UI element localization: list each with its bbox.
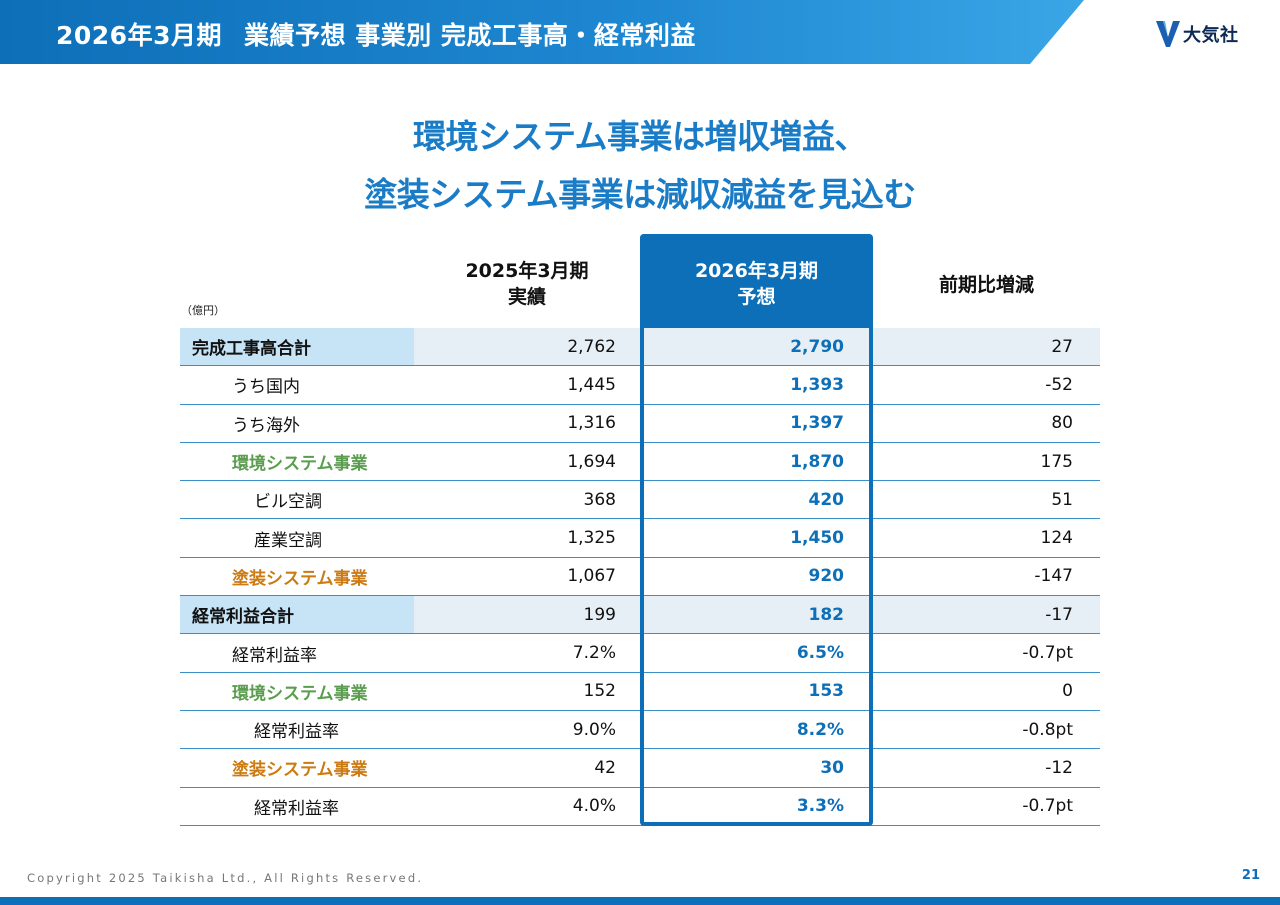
cell-forecast: 920	[808, 566, 845, 587]
row-label: うち国内	[232, 377, 300, 398]
cell-previous: 7.2%	[572, 643, 616, 664]
cell-difference: 80	[1051, 413, 1073, 434]
cell-difference: 51	[1051, 489, 1073, 510]
row-label: 塗装システム事業	[232, 568, 368, 589]
column-header-previous: 2025年3月期 実績	[414, 258, 640, 310]
row-label: 環境システム事業	[232, 454, 368, 475]
page-title: 2026年3月期 業績予想 事業別 完成工事高・経常利益	[56, 16, 696, 52]
table-row: 経常利益率 9.0% 8.2% -0.8pt	[180, 711, 1100, 750]
company-logo-text: 大気社	[1183, 25, 1239, 46]
header-band: 2026年3月期 業績予想 事業別 完成工事高・経常利益	[0, 0, 1090, 64]
cell-previous: 1,316	[567, 413, 616, 434]
table-row: うち海外 1,316 1,397 80	[180, 405, 1100, 443]
table-row: 環境システム事業 152 153 0	[180, 673, 1100, 711]
cell-forecast: 6.5%	[796, 643, 844, 664]
table-row: 塗装システム事業 1,067 920 -147	[180, 558, 1100, 597]
cell-difference: -0.7pt	[1022, 796, 1073, 817]
cell-previous: 1,445	[567, 374, 616, 395]
column-header-previous-line2: 実績	[507, 286, 546, 308]
cell-difference: -0.8pt	[1022, 719, 1073, 740]
column-header-forecast-line1: 2026年3月期	[694, 260, 819, 282]
cell-difference: -0.7pt	[1022, 643, 1073, 664]
row-label: 経常利益合計	[180, 596, 414, 634]
page-title-main: 業績予想 事業別 完成工事高・経常利益	[243, 21, 696, 50]
cell-previous: 1,067	[567, 566, 616, 587]
table-row: 経常利益率 4.0% 3.3% -0.7pt	[180, 788, 1100, 826]
headline-line-1: 環境システム事業は増収増益、	[412, 117, 868, 156]
cell-previous: 2,762	[567, 336, 616, 357]
page-number: 21	[1241, 868, 1260, 883]
cell-forecast: 1,393	[790, 374, 844, 395]
cell-previous: 1,694	[567, 451, 616, 472]
row-label: 経常利益率	[254, 722, 339, 743]
headline: 環境システム事業は増収増益、 塗装システム事業は減収減益を見込む	[0, 108, 1280, 224]
row-label: 環境システム事業	[232, 683, 368, 704]
column-header-forecast: 2026年3月期 予想	[640, 258, 873, 310]
table-row: うち国内 1,445 1,393 -52	[180, 366, 1100, 405]
cell-difference: -17	[1045, 604, 1073, 625]
results-table: 完成工事高合計 2,762 2,790 27 うち国内 1,445 1,393 …	[180, 328, 1100, 826]
cell-forecast: 1,397	[790, 413, 844, 434]
cell-difference: 175	[1040, 451, 1073, 472]
row-label: 産業空調	[254, 530, 322, 551]
cell-previous: 4.0%	[572, 796, 616, 817]
row-label: 塗装システム事業	[232, 760, 368, 781]
cell-forecast: 2,790	[790, 336, 844, 357]
cell-previous: 1,325	[567, 528, 616, 549]
table-row: 環境システム事業 1,694 1,870 175	[180, 443, 1100, 482]
row-label: うち海外	[232, 415, 300, 436]
cell-previous: 42	[594, 757, 616, 778]
table-row: 経常利益合計 199 182 -17	[180, 596, 1100, 635]
cell-previous: 9.0%	[572, 719, 616, 740]
cell-difference: -12	[1045, 757, 1073, 778]
cell-forecast: 8.2%	[796, 719, 844, 740]
cell-forecast: 153	[808, 681, 845, 702]
cell-difference: 124	[1040, 528, 1073, 549]
taikisha-v-logo-icon	[1156, 21, 1180, 47]
cell-difference: 0	[1062, 681, 1073, 702]
cell-difference: 27	[1051, 336, 1073, 357]
column-header-previous-line1: 2025年3月期	[465, 260, 589, 282]
header-band-shape	[0, 0, 1084, 64]
cell-forecast: 3.3%	[796, 796, 844, 817]
cell-forecast: 1,450	[790, 528, 844, 549]
forecast-header-background	[640, 234, 873, 328]
table-row: 塗装システム事業 42 30 -12	[180, 749, 1100, 788]
headline-line-2: 塗装システム事業は減収減益を見込む	[364, 175, 916, 214]
row-label: ビル空調	[254, 492, 322, 513]
table-row: 完成工事高合計 2,762 2,790 27	[180, 328, 1100, 367]
copyright-text: Copyright 2025 Taikisha Ltd., All Rights…	[27, 871, 424, 885]
cell-forecast: 182	[808, 604, 845, 625]
cell-forecast: 30	[820, 757, 844, 778]
table-row: 産業空調 1,325 1,450 124	[180, 519, 1100, 558]
unit-label: （億円）	[181, 304, 225, 317]
cell-previous: 152	[583, 681, 616, 702]
cell-previous: 368	[583, 489, 616, 510]
cell-forecast: 420	[808, 489, 845, 510]
cell-previous: 199	[583, 604, 616, 625]
footer-bar	[0, 897, 1280, 905]
page-title-period: 2026年3月期	[56, 21, 222, 50]
company-logo: 大気社	[1155, 18, 1239, 50]
row-label: 完成工事高合計	[180, 328, 414, 366]
table-row: 経常利益率 7.2% 6.5% -0.7pt	[180, 634, 1100, 673]
cell-forecast: 1,870	[790, 451, 844, 472]
table-row: ビル空調 368 420 51	[180, 481, 1100, 520]
column-header-difference: 前期比増減	[938, 274, 1034, 296]
cell-difference: -52	[1045, 374, 1073, 395]
column-header-forecast-line2: 予想	[737, 286, 776, 308]
cell-difference: -147	[1034, 566, 1073, 587]
row-label: 経常利益率	[232, 645, 317, 666]
row-label: 経常利益率	[254, 798, 339, 819]
